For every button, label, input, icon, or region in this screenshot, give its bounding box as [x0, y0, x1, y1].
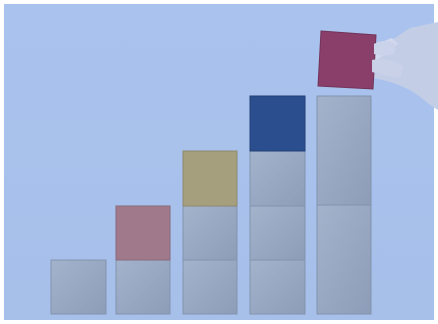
blue-block	[249, 95, 306, 152]
block	[182, 205, 238, 261]
finger	[372, 59, 404, 78]
thumb	[374, 41, 396, 56]
block	[249, 259, 306, 315]
block	[316, 204, 372, 315]
block	[316, 95, 372, 206]
block	[249, 150, 306, 207]
block	[182, 259, 238, 315]
held-block	[317, 30, 377, 90]
red-block	[115, 205, 171, 261]
yellow-block	[182, 150, 238, 207]
block	[115, 259, 171, 315]
block	[50, 259, 107, 315]
block	[249, 205, 306, 261]
